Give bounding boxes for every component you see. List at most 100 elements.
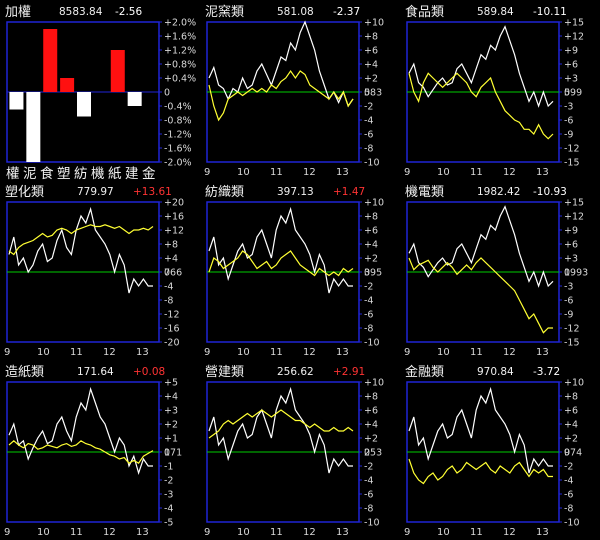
- x-tick-label: 12: [503, 167, 516, 178]
- y-tick-label: -0.4%: [164, 102, 192, 113]
- y-tick-label: +4: [164, 392, 178, 403]
- x-tick-label: 9: [204, 527, 210, 538]
- y-tick-label: +5: [164, 378, 178, 389]
- y-tick-label: -0.8%: [164, 116, 192, 127]
- y-tick-label: +8: [364, 32, 378, 43]
- y-tick-label: -2: [164, 476, 173, 487]
- chart-title: 食品類: [405, 4, 444, 20]
- chart-change: +13.61: [133, 186, 172, 198]
- y-tick-label: +10: [364, 198, 384, 209]
- x-tick-label: 13: [536, 527, 549, 538]
- category-label: 建: [125, 166, 139, 182]
- y-tick-label: +6: [564, 406, 578, 417]
- series-line: [208, 409, 354, 439]
- x-tick-label: 11: [270, 527, 283, 538]
- series-line: [8, 224, 154, 256]
- y-tick-label: -5: [164, 518, 173, 529]
- y-tick-label: -12: [564, 324, 580, 335]
- series-line: [208, 206, 353, 294]
- y-tick-label: +9: [564, 46, 578, 57]
- y-tick-label: +2: [364, 74, 378, 85]
- series-line: [408, 205, 554, 288]
- x-tick-label: 12: [103, 527, 116, 538]
- x-tick-label: 10: [237, 167, 250, 178]
- chart-title: 泥窯類: [205, 5, 244, 20]
- y-tick-label: -4: [164, 504, 173, 515]
- reference-label: 766: [164, 268, 182, 279]
- chart-change: -2.56: [115, 6, 142, 18]
- series-line: [208, 386, 353, 474]
- y-tick-label: -15: [564, 338, 580, 349]
- chart-panel-6: 機電類 1982.42 -10.93+15 +12 +9 +6 +3 0 -3 -6 -9 -12 -1…: [404, 185, 588, 358]
- y-tick-label: -6: [564, 296, 573, 307]
- x-tick-label: 11: [270, 347, 283, 358]
- bar: [110, 50, 125, 92]
- y-tick-label: -12: [164, 310, 180, 321]
- series-line: [8, 206, 153, 294]
- reference-label: 171: [164, 448, 182, 459]
- x-tick-label: 12: [103, 347, 116, 358]
- y-tick-label: +20: [164, 198, 184, 209]
- y-tick-label: +6: [564, 60, 578, 71]
- y-tick-label: +2: [564, 434, 578, 445]
- y-tick-label: -8: [364, 504, 373, 515]
- y-tick-label: +15: [564, 18, 584, 29]
- y-tick-label: +10: [364, 378, 384, 389]
- y-tick-label: -6: [364, 490, 373, 501]
- category-label: 塑: [57, 166, 71, 182]
- series-line: [208, 69, 354, 122]
- reference-label: 395: [364, 268, 382, 279]
- chart-change: +2.91: [333, 366, 365, 378]
- x-tick-label: 11: [470, 167, 483, 178]
- x-tick-label: 10: [237, 527, 250, 538]
- chart-value: 8583.84: [59, 6, 103, 18]
- y-tick-label: +4: [164, 254, 178, 265]
- y-tick-label: +2: [164, 420, 178, 431]
- y-tick-label: +12: [564, 32, 584, 43]
- x-tick-label: 10: [437, 347, 450, 358]
- y-tick-label: +8: [364, 392, 378, 403]
- y-tick-label: +10: [364, 18, 384, 29]
- series-line: [408, 72, 554, 140]
- y-tick-label: -1: [164, 462, 173, 473]
- chart-panel-3: 食品類 589.84 -10.11+15 +12 +9 +6 +3 0 -3 -6 -9 -12 -15…: [404, 4, 584, 178]
- y-tick-label: -10: [364, 338, 380, 349]
- y-tick-label: -2: [364, 462, 373, 473]
- category-label: 泥: [23, 166, 37, 182]
- y-tick-label: -3: [564, 282, 573, 293]
- y-tick-label: -10: [564, 518, 580, 529]
- chart-value: 397.13: [277, 186, 314, 198]
- category-label: 紡: [74, 166, 88, 182]
- y-tick-label: +1.2%: [164, 46, 196, 57]
- chart-title: 紡織類: [205, 185, 244, 200]
- reference-label: 974: [564, 448, 582, 459]
- series-line: [408, 458, 553, 485]
- y-tick-label: -8: [164, 296, 173, 307]
- chart-panel-8: 營建類 256.62 +2.91+10 +8 +6 +4 +2 0 -2 -4 -6 -8 -10 253…: [204, 365, 384, 538]
- chart-panel-9: 金融類 970.84 -3.72 +10 +8 +6 +4 +2 0 -2 -4 -6 -8 -10 974…: [404, 364, 584, 538]
- y-tick-label: +4: [364, 420, 378, 431]
- x-tick-label: 9: [4, 347, 10, 358]
- category-label: 紙: [108, 166, 122, 182]
- x-tick-label: 13: [136, 527, 149, 538]
- x-tick-label: 10: [37, 347, 50, 358]
- y-tick-label: -4: [364, 116, 373, 127]
- series-line: [8, 440, 154, 464]
- bar: [26, 92, 41, 162]
- chart-panel-7: 造紙類 171.64 +0.08+5 +4 +3 +2 +1 0 -1 -2 -3 -4 -5 171 9 1…: [4, 365, 182, 538]
- y-tick-label: -6: [364, 310, 373, 321]
- y-tick-label: 0: [564, 88, 570, 99]
- chart-panel-1: 加權 8583.84 -2.56 +2.0% +1.6% +1.2% +0.8% +0.4% 0…: [5, 5, 196, 182]
- bar: [60, 78, 75, 92]
- y-tick-label: +2: [364, 254, 378, 265]
- y-tick-label: -12: [564, 144, 580, 155]
- chart-panel-5: 紡織類 397.13 +1.47+10 +8 +6 +4 +2 0 -2 -4 -6 -8 -10 395…: [204, 185, 384, 358]
- y-tick-label: +4: [364, 240, 378, 251]
- x-tick-label: 9: [204, 167, 210, 178]
- x-tick-label: 10: [237, 347, 250, 358]
- y-tick-label: -8: [364, 324, 373, 335]
- y-tick-label: +6: [364, 226, 378, 237]
- x-tick-label: 9: [404, 167, 410, 178]
- chart-value: 970.84: [477, 366, 514, 378]
